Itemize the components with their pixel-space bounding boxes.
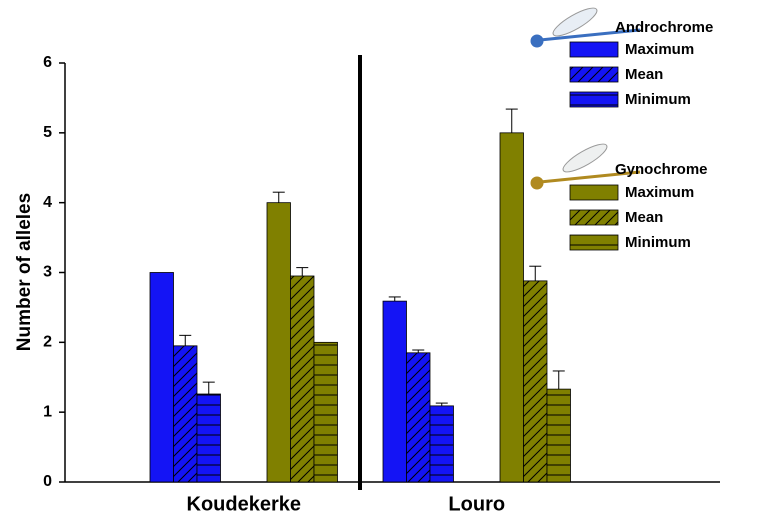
y-tick-label: 1 — [43, 403, 52, 420]
y-tick-label: 3 — [43, 264, 52, 281]
legend-swatch — [569, 41, 619, 58]
legend-label: Maximum — [625, 184, 694, 201]
legend-swatch — [569, 184, 619, 201]
bar — [382, 300, 407, 483]
y-tick-label: 5 — [43, 124, 52, 141]
bar — [523, 280, 548, 483]
y-tick-label: 2 — [43, 334, 52, 351]
bar — [290, 275, 315, 483]
legend-label: Minimum — [625, 91, 691, 108]
y-tick-label: 6 — [43, 54, 52, 71]
error-bar — [388, 296, 401, 302]
dragonfly-icon — [530, 7, 641, 48]
bar — [406, 352, 431, 483]
error-bar — [272, 191, 285, 203]
bar — [546, 388, 571, 483]
bar — [499, 132, 524, 483]
legend-swatch — [569, 209, 619, 226]
legend-label: Mean — [625, 66, 663, 83]
legend-title: Androchrome — [615, 19, 713, 36]
error-bar — [435, 402, 448, 406]
error-bar — [202, 381, 215, 395]
error-bar — [296, 267, 309, 276]
error-bar — [179, 334, 192, 346]
y-tick-label: 4 — [43, 194, 52, 211]
x-tick-label: Koudekerke — [187, 493, 302, 515]
legend-title: Gynochrome — [615, 161, 708, 178]
bar — [429, 405, 454, 483]
legend-label: Minimum — [625, 234, 691, 251]
legend-swatch — [569, 91, 619, 108]
error-bar — [529, 265, 542, 281]
dragonfly-icon — [530, 143, 641, 190]
bar — [266, 202, 291, 483]
y-tick-label: 0 — [43, 473, 52, 490]
legend-label: Mean — [625, 209, 663, 226]
legend-swatch — [569, 234, 619, 251]
bar — [313, 341, 338, 483]
bar — [196, 393, 221, 483]
error-bar — [505, 108, 518, 133]
error-bar — [552, 370, 565, 390]
bar — [149, 272, 174, 483]
legend-swatch — [569, 66, 619, 83]
y-axis-label: Number of alleles — [14, 193, 35, 351]
error-bar — [412, 349, 425, 353]
legend-label: Maximum — [625, 41, 694, 58]
x-tick-label: Louro — [448, 493, 505, 515]
bar — [173, 345, 198, 483]
